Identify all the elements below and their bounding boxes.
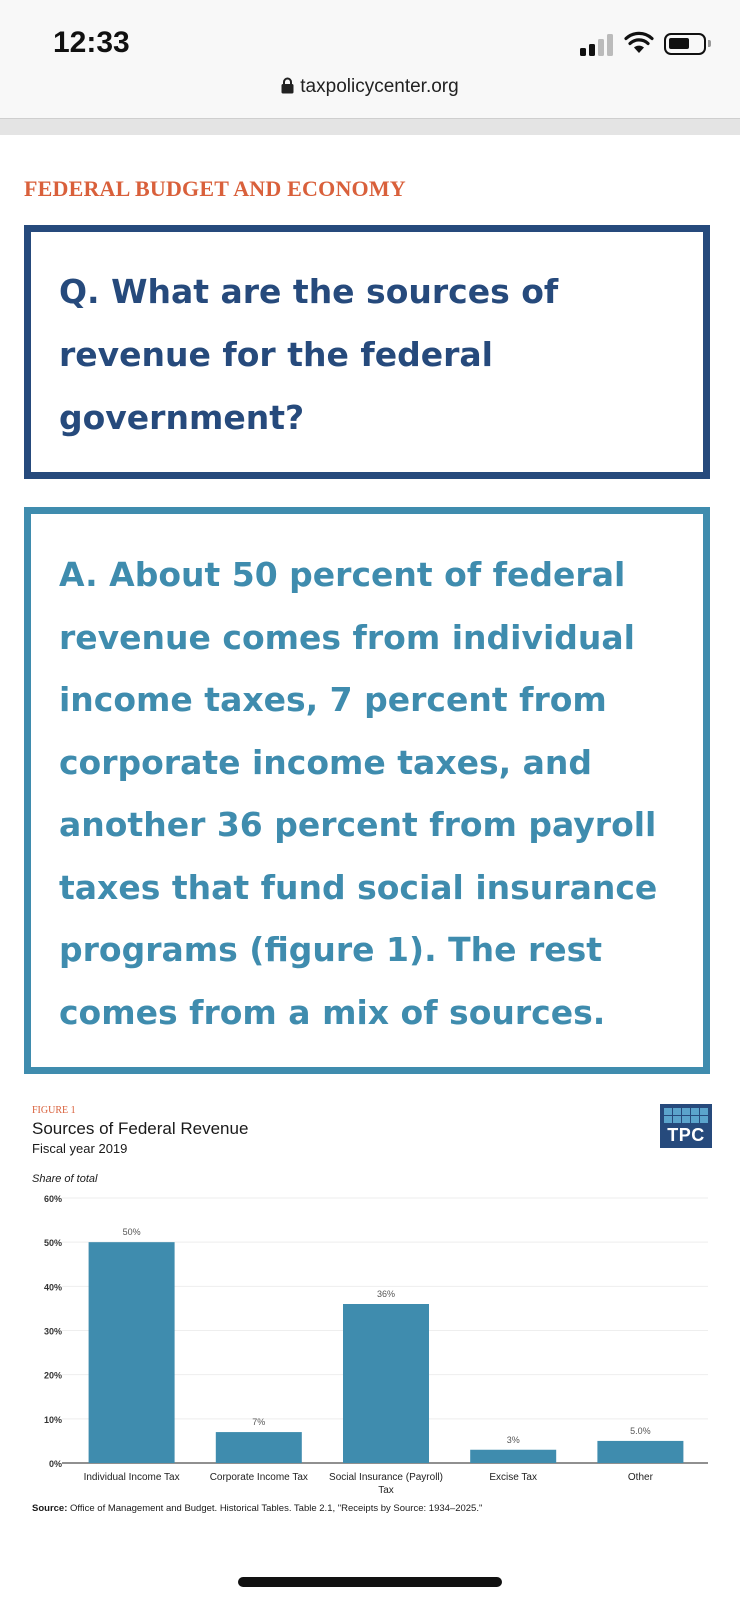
y-axis-title: Share of total — [32, 1173, 98, 1185]
address-bar[interactable]: taxpolicycenter.org — [0, 76, 740, 98]
tpc-logo: TPC — [660, 1104, 712, 1148]
lock-icon — [281, 77, 294, 94]
clock: 12:33 — [53, 26, 130, 59]
source-text: Office of Management and Budget. Histori… — [70, 1503, 483, 1514]
tpc-logo-text: TPC — [667, 1125, 705, 1145]
answer-text: A. About 50 percent of federal revenue c… — [59, 555, 658, 1032]
data-label: 7% — [252, 1417, 265, 1427]
x-category-label: Individual Income Tax — [84, 1472, 180, 1483]
question-box: Q. What are the sources of revenue for t… — [24, 225, 710, 479]
cellular-signal-icon — [580, 34, 616, 56]
x-category-label: Corporate Income Tax — [210, 1472, 308, 1483]
y-tick-label: 60% — [44, 1194, 62, 1204]
figure-source: Source: Office of Management and Budget.… — [32, 1503, 482, 1514]
question-text: Q. What are the sources of revenue for t… — [59, 272, 559, 437]
y-tick-label: 30% — [44, 1327, 62, 1337]
section-label[interactable]: FEDERAL BUDGET AND ECONOMY — [24, 176, 406, 201]
data-label: 36% — [377, 1289, 395, 1299]
source-label: Source: — [32, 1503, 68, 1514]
wifi-icon — [624, 31, 654, 53]
data-label: 50% — [123, 1227, 141, 1237]
bar-1 — [215, 1432, 302, 1463]
x-category-label: Social Insurance (Payroll) Tax — [329, 1472, 443, 1496]
bar-4 — [597, 1440, 684, 1463]
figure-label: FIGURE 1 — [32, 1105, 76, 1116]
tpc-logo-grid-icon — [664, 1108, 708, 1123]
y-tick-label: 20% — [44, 1371, 62, 1381]
url-text: taxpolicycenter.org — [300, 76, 459, 97]
bar-3 — [470, 1449, 557, 1463]
bar-0 — [88, 1242, 175, 1463]
answer-box: A. About 50 percent of federal revenue c… — [24, 507, 710, 1074]
status-bar: 12:33 taxpolicycenter.org — [0, 0, 740, 118]
bar-2 — [343, 1304, 429, 1463]
toolbar-divider — [0, 118, 740, 135]
y-tick-label: 10% — [44, 1415, 62, 1425]
home-indicator[interactable] — [238, 1577, 502, 1587]
x-category-label: Other — [628, 1472, 654, 1483]
battery-icon — [664, 33, 711, 55]
revenue-bar-chart: Share of total 0% 10% 20% 30% 40% 50% 60% 50% Ind… — [32, 1173, 708, 1496]
data-label: 5.0% — [630, 1426, 651, 1436]
figure-subtitle: Fiscal year 2019 — [32, 1141, 128, 1156]
data-label: 3% — [507, 1435, 520, 1445]
y-tick-label: 40% — [44, 1282, 62, 1292]
x-category-label: Excise Tax — [489, 1472, 537, 1483]
y-tick-label: 0% — [49, 1459, 62, 1469]
figure-title: Sources of Federal Revenue — [32, 1119, 249, 1138]
y-tick-label: 50% — [44, 1238, 62, 1248]
